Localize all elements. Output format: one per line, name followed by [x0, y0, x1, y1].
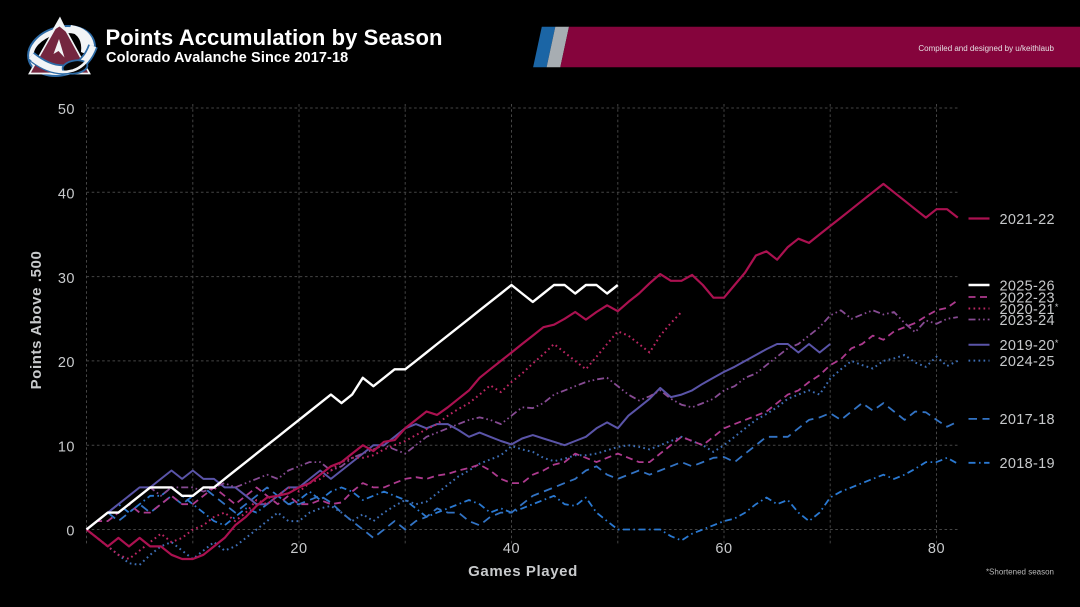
- svg-text:2018-19: 2018-19: [1000, 456, 1055, 472]
- svg-text:2022-23: 2022-23: [1000, 290, 1055, 306]
- svg-text:20: 20: [58, 355, 75, 371]
- svg-text:2020-21*: 2020-21*: [1000, 302, 1059, 318]
- svg-text:*Shortened season: *Shortened season: [986, 568, 1054, 577]
- svg-text:20: 20: [290, 541, 307, 557]
- svg-text:40: 40: [503, 541, 520, 557]
- svg-text:2024-25: 2024-25: [1000, 354, 1055, 370]
- svg-text:2025-26: 2025-26: [1000, 278, 1055, 294]
- svg-text:Points Above .500: Points Above .500: [28, 251, 45, 390]
- svg-text:2017-18: 2017-18: [1000, 412, 1055, 428]
- svg-text:2023-24: 2023-24: [1000, 313, 1055, 329]
- svg-text:40: 40: [58, 187, 75, 203]
- svg-text:30: 30: [58, 271, 75, 287]
- svg-text:0: 0: [66, 524, 75, 540]
- svg-text:Games Played: Games Played: [468, 563, 578, 580]
- svg-text:10: 10: [58, 439, 75, 455]
- svg-text:50: 50: [58, 102, 75, 118]
- svg-text:60: 60: [715, 541, 732, 557]
- svg-text:80: 80: [928, 541, 945, 557]
- svg-text:2021-22: 2021-22: [1000, 212, 1055, 228]
- svg-text:2019-20*: 2019-20*: [1000, 338, 1059, 354]
